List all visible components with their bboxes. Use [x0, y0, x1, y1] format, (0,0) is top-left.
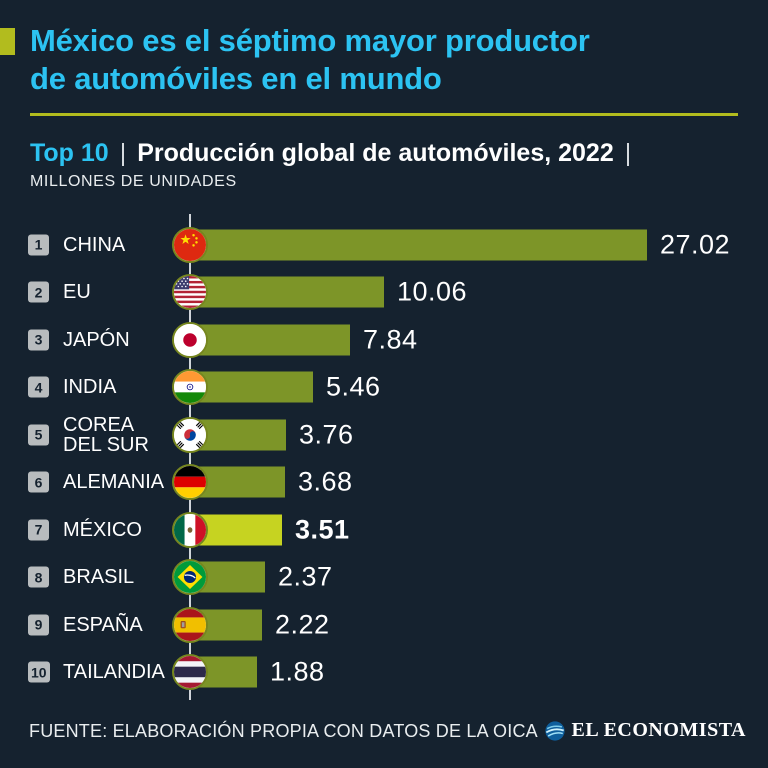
usa-flag-icon	[174, 276, 206, 308]
country-label: JAPÓN	[63, 328, 130, 351]
brand-logo: EL ECONOMISTA	[544, 719, 747, 742]
flag-icon-china	[172, 226, 208, 263]
rank-number: 5	[34, 426, 43, 443]
flag-icon-south-korea	[172, 416, 208, 453]
country-label: TAILANDIA	[63, 661, 165, 683]
value-label: 10.06	[397, 276, 468, 307]
value-label: 3.51	[295, 514, 350, 544]
el-economista-icon	[544, 720, 565, 741]
brand-name: EL ECONOMISTA	[571, 719, 746, 741]
country-label: ALEMANIA	[63, 471, 165, 493]
axis-baseline	[189, 214, 191, 700]
rank-badge: 4	[28, 376, 49, 398]
chart-row: 8 BRASIL 2.37	[0, 553, 768, 601]
rank-badge: 10	[28, 661, 50, 683]
value-label: 1.88	[270, 656, 325, 687]
brazil-flag-icon	[174, 561, 206, 593]
rank-number: 10	[31, 664, 47, 680]
value-label: 7.84	[363, 324, 418, 354]
chart-row: 4 INDIA 5.46	[0, 363, 768, 411]
country-label: COREA DEL SUR	[63, 413, 149, 456]
page-title-line1: México es el séptimo mayor productor	[30, 23, 590, 58]
chart-row: 9 ESPAÑA 2.22	[0, 601, 768, 649]
value-label: 2.22	[275, 609, 330, 639]
divider-line	[30, 113, 738, 116]
rank-number: 9	[34, 616, 43, 633]
flag-icon-thailand	[172, 654, 208, 690]
rank-number: 6	[34, 474, 43, 490]
rank-badge: 3	[28, 329, 49, 350]
bar	[190, 324, 350, 355]
chart-row: 3 JAPÓN 7.84	[0, 316, 768, 364]
rank-number: 3	[34, 331, 43, 348]
value-label: 3.68	[298, 466, 353, 497]
bar	[190, 276, 384, 308]
chart-row: 5 COREA DEL SUR 3.76	[0, 411, 768, 459]
top10-label: Top 10	[30, 139, 109, 167]
rank-badge: 1	[28, 234, 49, 255]
rank-badge: 9	[28, 614, 49, 635]
country-label: ESPAÑA	[63, 613, 143, 636]
rank-badge: 5	[28, 424, 49, 445]
rank-badge: 6	[28, 471, 49, 493]
rank-badge: 8	[28, 566, 49, 588]
value-label: 27.02	[660, 229, 731, 259]
rank-number: 4	[34, 379, 43, 395]
separator-bar: |	[119, 139, 127, 167]
value-label: 3.76	[299, 419, 354, 449]
flag-icon-brazil	[172, 559, 208, 595]
china-flag-icon	[174, 228, 206, 261]
mexico-flag-icon	[174, 513, 206, 546]
chart-row: 7 MÉXICO 3.51	[0, 506, 768, 554]
rank-badge: 2	[28, 281, 49, 303]
value-label: 5.46	[326, 371, 381, 402]
rank-badge: 7	[28, 519, 49, 540]
rank-number: 2	[34, 284, 43, 300]
flag-icon-germany	[172, 464, 208, 500]
chart-kicker: Top 10 | Producción global de automóvile…	[30, 139, 631, 168]
flag-icon-mexico	[172, 511, 208, 548]
rank-number: 1	[34, 236, 43, 253]
bar	[190, 371, 313, 403]
accent-square	[0, 28, 15, 55]
japan-flag-icon	[174, 323, 206, 356]
separator-bar: |	[624, 139, 632, 167]
chart-row: 6 ALEMANIA 3.68	[0, 458, 768, 506]
flag-icon-spain	[172, 606, 208, 643]
page-title: México es el séptimo mayor productor de a…	[30, 22, 750, 98]
units-label: MILLONES DE UNIDADES	[30, 173, 237, 190]
south-korea-flag-icon	[174, 418, 206, 451]
chart-row: 10 TAILANDIA 1.88	[0, 648, 768, 696]
rank-number: 7	[34, 521, 43, 538]
flag-icon-india	[172, 369, 208, 405]
country-label: BRASIL	[63, 566, 135, 588]
chart-row: 2 EU 10.06	[0, 268, 768, 316]
bar	[190, 229, 647, 260]
india-flag-icon	[174, 371, 206, 403]
rank-number: 8	[34, 569, 43, 585]
country-label: INDIA	[63, 376, 117, 398]
country-label: MÉXICO	[63, 518, 142, 541]
flag-icon-usa	[172, 274, 208, 310]
page-title-line2: de automóviles en el mundo	[30, 61, 442, 96]
value-label: 2.37	[278, 561, 333, 592]
source-note: FUENTE: ELABORACIÓN PROPIA CON DATOS DE …	[29, 721, 538, 741]
country-label: EU	[63, 281, 91, 303]
thailand-flag-icon	[174, 656, 206, 688]
germany-flag-icon	[174, 466, 206, 498]
country-label: CHINA	[63, 233, 126, 256]
flag-icon-japan	[172, 321, 208, 358]
chart-title: Producción global de automóviles, 2022	[137, 139, 614, 167]
chart-row: 1 CHINA 27.02	[0, 221, 768, 269]
spain-flag-icon	[174, 608, 206, 641]
